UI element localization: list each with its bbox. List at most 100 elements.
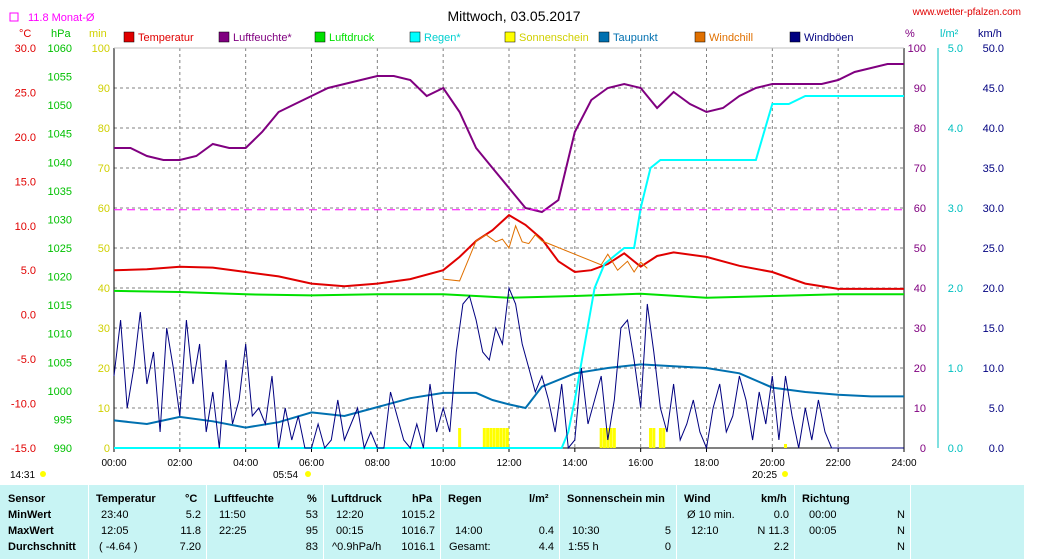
stats-value: 14:00 (455, 525, 483, 537)
legend-swatch (504, 31, 516, 43)
wind-tick-label: 25.0 (983, 243, 1004, 255)
sunset-time: 20:25 (752, 470, 777, 481)
rain-tick-label: 3.0 (948, 203, 963, 215)
percent-tick-label: 50 (914, 243, 926, 255)
pressure-tick-label: 1005 (48, 357, 72, 369)
stats-header: Luftfeuchte (214, 493, 274, 505)
stats-header: Richtung (802, 493, 850, 505)
rain-tick-label: 0.0 (948, 443, 963, 455)
stats-col-sensor: Sensor MinWert MaxWert Durchschnitt (0, 485, 88, 559)
stats-value: N 11.3 (757, 525, 789, 537)
stats-value: 5.2 (185, 509, 201, 521)
stats-unit: l/m² (529, 493, 549, 505)
legend-swatch (598, 31, 610, 43)
pressure-tick-label: 1055 (48, 72, 72, 84)
stats-unit: hPa (412, 493, 433, 505)
legend-swatch (123, 31, 135, 43)
stats-value: 00:00 (809, 509, 837, 521)
stats-value: 2.2 (773, 541, 789, 553)
temp-tick-label: 25.0 (15, 87, 36, 99)
pressure-tick-label: 1000 (48, 386, 72, 398)
series-line (113, 286, 904, 450)
stats-col-luftfeuchte: Luftfeuchte % 11:50 53 22:25 95 83 (206, 485, 324, 559)
chart-grid (114, 48, 904, 448)
sunshine-bar (784, 444, 787, 448)
legend-label: Taupunkt (613, 32, 658, 44)
x-tick-label: 18:00 (694, 458, 719, 469)
pressure-tick-label: 995 (54, 414, 72, 426)
rain-tick-label: 1.0 (948, 363, 963, 375)
sunshine-bar (495, 428, 499, 448)
stats-value: 12:10 (691, 525, 719, 537)
stats-value: 22:25 (219, 525, 247, 537)
sunshine-bar (486, 428, 490, 448)
site-link[interactable]: www.wetter-pfalzen.com (912, 7, 1021, 18)
stats-row-max: MaxWert (8, 525, 54, 537)
sun-markers: 14:31 05:54 20:25 (10, 470, 788, 481)
unit-wind: km/h (978, 28, 1002, 40)
x-tick-label: 10:00 (431, 458, 456, 469)
stats-value: 0.0 (773, 509, 789, 521)
sunshine-bar (612, 428, 616, 448)
temp-tick-label: 0.0 (21, 310, 36, 322)
series-line (113, 289, 904, 299)
min-tick-label: 30 (98, 323, 110, 335)
sun-icon (40, 471, 46, 477)
sunshine-bar (502, 428, 506, 448)
x-tick-label: 22:00 (826, 458, 851, 469)
rain-tick-label: 4.0 (948, 123, 963, 135)
min-tick-label: 90 (98, 83, 110, 95)
legend-label: Windböen (804, 32, 854, 44)
pressure-tick-label: 1050 (48, 100, 72, 112)
stats-col-regen: Regen l/m² 14:00 0.4 Gesamt: 4.4 (440, 485, 560, 559)
sunshine-bar (649, 428, 653, 448)
percent-tick-label: 70 (914, 163, 926, 175)
min-tick-label: 20 (98, 363, 110, 375)
chart-title: Mittwoch, 03.05.2017 (447, 8, 580, 24)
sunrise-time: 05:54 (273, 470, 298, 481)
min-tick-label: 10 (98, 403, 110, 415)
stats-col-empty (910, 485, 1025, 559)
chart-axes: 00:00 02:00 04:00 06:00 08:00 10:00 12:00 14:00… (11, 43, 1004, 469)
sunshine-bar (505, 428, 509, 448)
chart-series (113, 63, 904, 450)
sunshine-bar (652, 428, 656, 448)
stats-value: 53 (305, 509, 318, 521)
wind-tick-label: 5.0 (989, 403, 1004, 415)
stats-value: N (897, 509, 905, 521)
min-tick-label: 80 (98, 123, 110, 135)
stats-value: 00:15 (336, 525, 364, 537)
stats-value: 1:55 h (568, 541, 599, 553)
stats-value: 11.8 (180, 525, 201, 537)
pressure-tick-label: 1010 (48, 329, 72, 341)
wind-tick-label: 15.0 (983, 323, 1004, 335)
stats-col-temperatur: Temperatur °C 23:40 5.2 12:05 11.8 ( -4.… (88, 485, 207, 559)
stats-value: ^0.9hPa/h (332, 541, 382, 553)
pressure-tick-label: 1030 (48, 214, 72, 226)
sunset-icon (782, 471, 788, 477)
percent-tick-label: 90 (914, 83, 926, 95)
sunshine-bar (492, 428, 496, 448)
stats-value: 12:05 (101, 525, 129, 537)
legend-label: Temperatur (138, 32, 194, 44)
stats-header-sensor: Sensor (8, 493, 46, 505)
legend-swatch (218, 31, 230, 43)
temp-tick-label: 20.0 (15, 132, 36, 144)
temp-tick-label: 15.0 (15, 176, 36, 188)
wind-tick-label: 45.0 (983, 83, 1004, 95)
series-line (113, 213, 904, 290)
x-tick-label: 20:00 (760, 458, 785, 469)
legend-label: Regen* (424, 32, 461, 44)
series-line (443, 224, 648, 282)
sunshine-bar (482, 428, 486, 448)
temp-tick-label: 5.0 (21, 265, 36, 277)
stats-value: 12:20 (336, 509, 364, 521)
legend-swatch (694, 31, 706, 43)
sunshine-bar (499, 428, 503, 448)
wind-tick-label: 10.0 (983, 363, 1004, 375)
stats-value: 00:05 (809, 525, 837, 537)
stats-value: 83 (305, 541, 318, 553)
x-tick-label: 06:00 (299, 458, 324, 469)
stats-value: N (897, 525, 905, 537)
x-tick-label: 04:00 (233, 458, 258, 469)
